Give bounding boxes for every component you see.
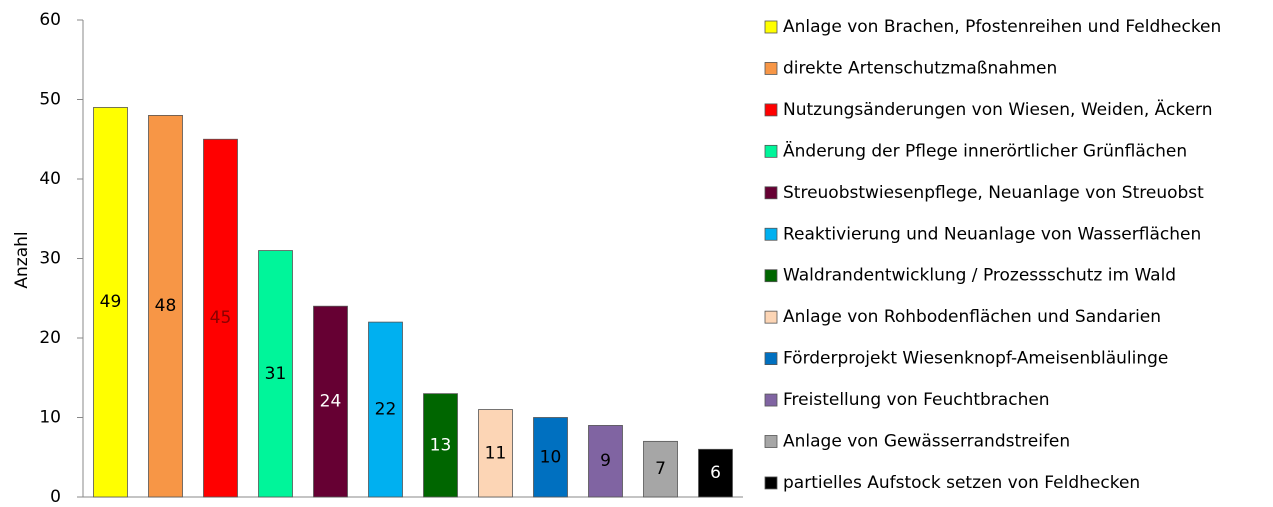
legend-swatch — [764, 227, 778, 241]
y-tick-label: 40 — [39, 169, 61, 189]
legend-swatch — [764, 435, 778, 448]
bar — [533, 417, 568, 498]
legend-label: partielles Aufstock setzen von Feldhecke… — [783, 473, 1140, 493]
value-label: 45 — [210, 308, 232, 328]
y-tick-label: 20 — [39, 328, 61, 348]
legend-label: Nutzungsänderungen von Wiesen, Weiden, Ä… — [783, 99, 1213, 120]
legend-swatch — [764, 269, 778, 283]
bar — [588, 425, 623, 498]
y-tick-label: 30 — [39, 249, 61, 269]
legend-swatch — [764, 62, 778, 75]
legend-label: Anlage von Rohbodenflächen und Sandarien — [783, 307, 1161, 327]
legend-label: Anlage von Brachen, Pfostenreihen und Fe… — [783, 17, 1221, 37]
y-tick-label: 50 — [39, 90, 61, 110]
bar — [423, 393, 458, 498]
legend-label: Förderprojekt Wiesenknopf-Ameisenbläulin… — [783, 349, 1168, 369]
value-label: 9 — [600, 451, 611, 471]
legend-label: Freistellung von Feuchtbrachen — [783, 390, 1050, 410]
bar — [203, 138, 238, 498]
legend-swatch — [764, 20, 778, 34]
y-tick-label: 10 — [39, 408, 61, 428]
legend-swatch — [764, 476, 778, 490]
value-label: 6 — [710, 463, 721, 483]
legend-swatch — [764, 103, 778, 117]
value-label: 7 — [655, 459, 666, 479]
legend-label: Änderung der Pflege innerörtlicher Grünf… — [783, 140, 1187, 161]
legend-swatch — [764, 144, 778, 158]
bar — [93, 107, 128, 498]
value-label: 22 — [375, 400, 397, 420]
value-label: 10 — [540, 447, 562, 467]
value-label: 11 — [485, 443, 507, 463]
value-label: 13 — [430, 435, 452, 455]
legend-label: Waldrandentwicklung / Prozessschutz im W… — [783, 266, 1176, 286]
bar — [478, 409, 513, 498]
bar — [643, 440, 678, 498]
y-axis-title: Anzahl — [12, 231, 32, 288]
bar — [368, 321, 403, 498]
value-label: 24 — [320, 392, 342, 412]
legend-label: Anlage von Gewässerrandstreifen — [783, 432, 1070, 452]
legend-swatch — [764, 186, 778, 200]
bar — [258, 250, 293, 498]
legend-swatch — [764, 393, 778, 407]
legend-swatch — [764, 352, 778, 366]
legend-swatch — [764, 310, 778, 324]
bar — [698, 448, 733, 498]
bar — [148, 115, 183, 498]
value-label: 31 — [265, 364, 287, 384]
bar — [313, 305, 348, 498]
y-tick-label: 0 — [50, 487, 61, 503]
legend-label: Streuobstwiesenpflege, Neuanlage von Str… — [783, 183, 1204, 203]
legend-label: Reaktivierung und Neuanlage von Wasserfl… — [783, 224, 1201, 244]
value-label: 49 — [100, 292, 122, 312]
value-label: 48 — [155, 296, 177, 316]
y-tick-label: 60 — [39, 10, 61, 30]
legend-label: direkte Artenschutzmaßnahmen — [783, 58, 1057, 78]
